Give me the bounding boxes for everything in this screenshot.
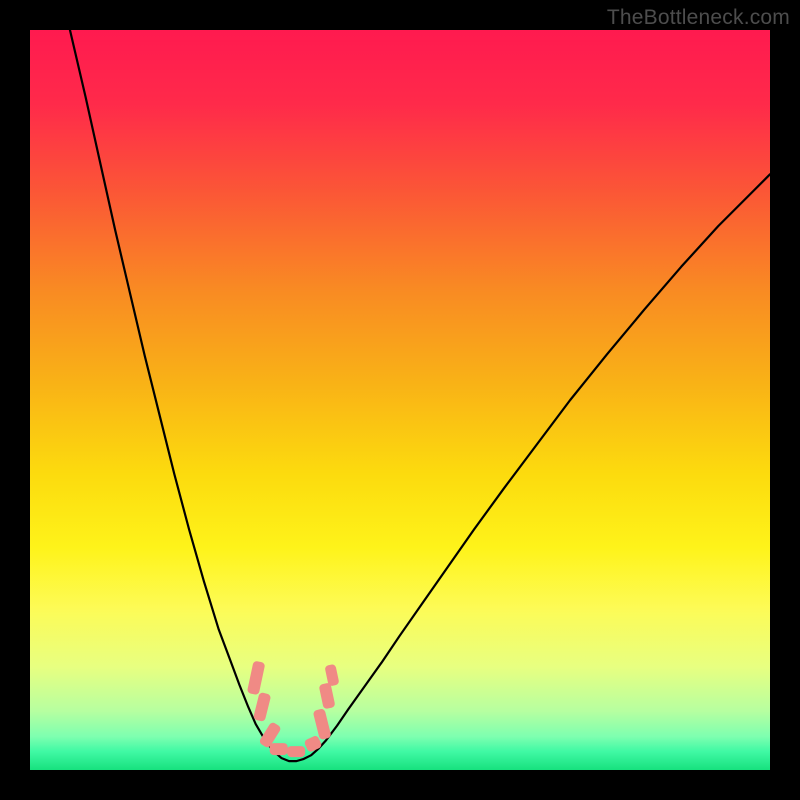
watermark-text: TheBottleneck.com: [607, 6, 790, 30]
chart-frame: TheBottleneck.com: [0, 0, 800, 800]
marker-layer: [30, 30, 770, 770]
curve-marker: [288, 746, 306, 758]
curve-marker: [269, 743, 288, 755]
curve-marker: [247, 661, 265, 696]
plot-area: [30, 30, 770, 770]
curve-marker: [319, 682, 336, 709]
curve-marker: [252, 692, 270, 722]
